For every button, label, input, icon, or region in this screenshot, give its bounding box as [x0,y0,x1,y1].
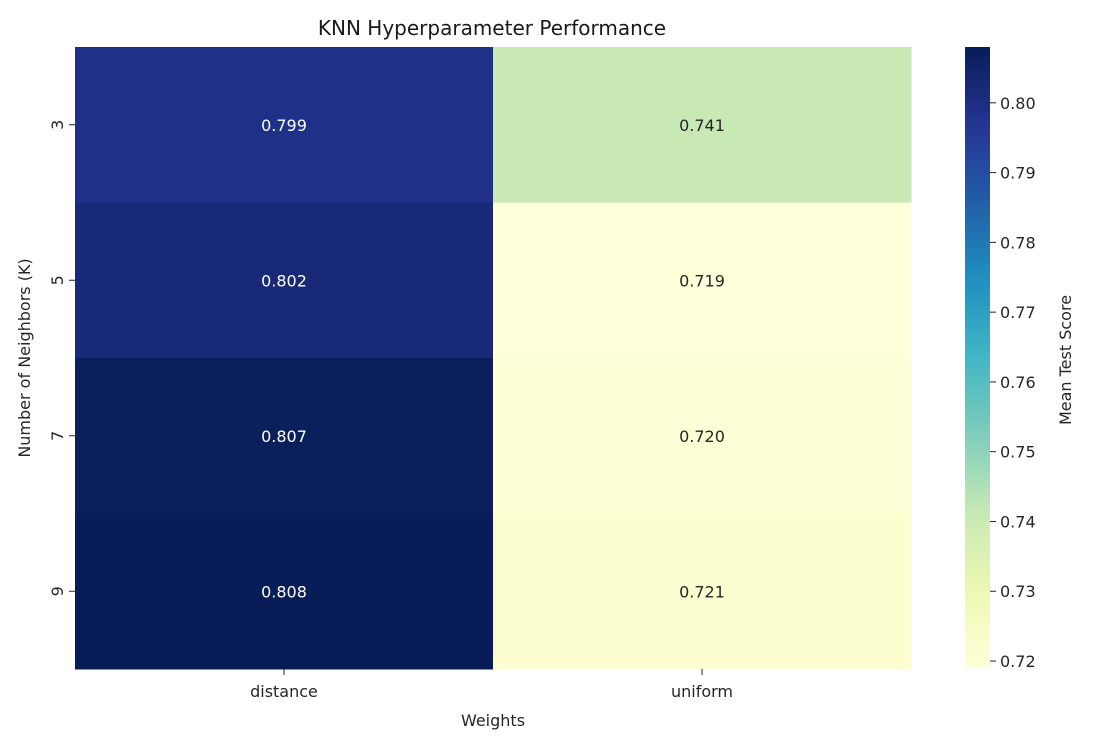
y-tick-label: 5 [48,275,67,285]
cell-value-label: 0.741 [679,116,725,135]
heatmap-cells: 0.799 0.741 0.802 0.719 0.807 0.720 0.808 0.721 [75,47,912,670]
x-axis-label: Weights [461,711,525,730]
colorbar-tick-label: 0.77 [1000,303,1036,322]
cell-value-label: 0.807 [261,427,307,446]
cell-value-label: 0.799 [261,116,307,135]
y-axis-ticks: 3 5 7 9 [48,120,75,596]
heatmap-cell-7-uniform [493,358,912,514]
colorbar-tick-label: 0.74 [1000,512,1036,531]
heatmap-cell-5-uniform [493,202,912,359]
colorbar [965,47,990,668]
colorbar-tick-label: 0.79 [1000,164,1036,183]
y-tick-label: 3 [48,120,67,130]
colorbar-label: Mean Test Score [1056,295,1075,425]
colorbar-tick-label: 0.76 [1000,373,1036,392]
colorbar-tick-label: 0.80 [1000,94,1036,113]
heatmap-cell-9-uniform [493,513,912,670]
colorbar-tick-label: 0.75 [1000,443,1036,462]
colorbar-ticks: 0.72 0.73 0.74 0.75 0.76 0.77 0.78 0.79 0.80 [990,94,1036,671]
x-tick-label: distance [250,682,318,701]
x-tick-label: uniform [671,682,733,701]
colorbar-tick-label: 0.72 [1000,652,1036,671]
heatmap-cell-5-distance [75,202,494,359]
y-axis-label: Number of Neighbors (K) [15,258,34,457]
y-tick-label: 9 [48,586,67,596]
cell-value-label: 0.719 [679,271,725,290]
cell-value-label: 0.721 [679,582,725,601]
x-axis-ticks: distance uniform [250,669,733,701]
colorbar-tick-label: 0.73 [1000,582,1036,601]
chart-title: KNN Hyperparameter Performance [318,16,666,40]
heatmap-cell-9-distance [75,513,494,670]
cell-value-label: 0.808 [261,582,307,601]
heatmap-cell-3-uniform [493,47,912,203]
colorbar-tick-label: 0.78 [1000,233,1036,252]
cell-value-label: 0.720 [679,427,725,446]
y-tick-label: 7 [48,431,67,441]
heatmap-cell-7-distance [75,358,494,514]
cell-value-label: 0.802 [261,271,307,290]
heatmap-cell-3-distance [75,47,494,203]
